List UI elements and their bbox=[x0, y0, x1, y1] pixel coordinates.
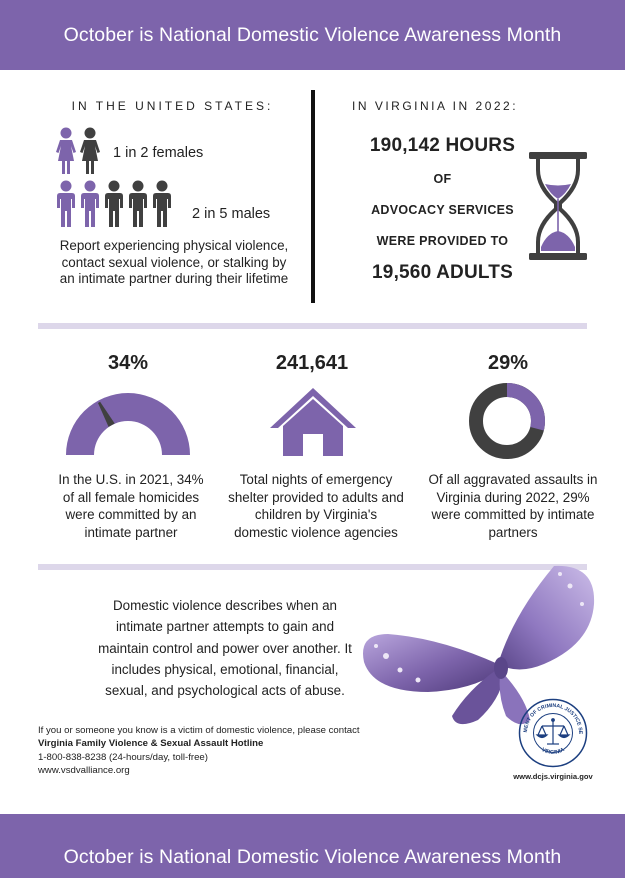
section-divider bbox=[38, 323, 587, 329]
adults-stat: 19,560 ADULTS bbox=[372, 262, 513, 283]
contact-block: If you or someone you know is a victim o… bbox=[38, 724, 458, 778]
logo-bottom-text: VIRGINIA bbox=[540, 747, 565, 756]
logo-top-text: DEPARTMENT OF CRIMINAL JUSTICE SERVICES bbox=[518, 698, 583, 735]
dcjs-logo: DEPARTMENT OF CRIMINAL JUSTICE SERVICES … bbox=[518, 698, 588, 768]
us-heading: IN THE UNITED STATES: bbox=[71, 99, 274, 113]
section-divider bbox=[38, 564, 587, 570]
vertical-divider bbox=[311, 90, 315, 303]
alliance-website-link[interactable]: www.vsdvalliance.org bbox=[38, 765, 130, 777]
stat-caption-shelter-nights: Total nights of emergency shelter provid… bbox=[228, 472, 404, 540]
banner-title: October is National Domestic Violence Aw… bbox=[63, 845, 562, 868]
hotline-name: Virginia Family Violence & Sexual Assaul… bbox=[38, 738, 264, 750]
male-person-icon bbox=[57, 180, 75, 227]
of-text: OF bbox=[433, 172, 452, 186]
male-person-icon bbox=[129, 180, 147, 227]
virginia-heading: IN VIRGINIA IN 2022: bbox=[352, 99, 519, 113]
hourglass-icon bbox=[529, 152, 587, 260]
females-stat: 1 in 2 females bbox=[113, 145, 204, 161]
definition-text: Domestic violence describes when an inti… bbox=[98, 598, 352, 699]
banner-title: October is National Domestic Violence Aw… bbox=[63, 23, 562, 46]
dcjs-website-link[interactable]: www.dcjs.virginia.gov bbox=[513, 772, 593, 781]
female-person-icon bbox=[80, 127, 100, 174]
bottom-banner: October is National Domestic Violence Aw… bbox=[0, 814, 625, 878]
stat-value-assaults: 29% bbox=[487, 352, 529, 374]
provided-text: WERE PROVIDED TO bbox=[376, 234, 509, 248]
male-person-icon bbox=[81, 180, 99, 227]
stat-value-homicides: 34% bbox=[107, 352, 149, 374]
stat-caption-assaults: Of all aggravated assaults in Virginia d… bbox=[428, 472, 598, 540]
donut-chart-icon bbox=[469, 383, 545, 459]
contact-intro: If you or someone you know is a victim o… bbox=[38, 725, 360, 736]
males-stat: 2 in 5 males bbox=[192, 206, 271, 222]
hotline-phone[interactable]: 1-800-838-8238 (24-hours/day, toll-free) bbox=[38, 751, 208, 763]
scales-of-justice-icon bbox=[535, 718, 571, 745]
advocacy-text: ADVOCACY SERVICES bbox=[371, 203, 514, 217]
us-caption: Report experiencing physical violence, c… bbox=[59, 238, 289, 286]
house-icon bbox=[270, 388, 356, 456]
male-person-icon bbox=[105, 180, 123, 227]
gauge-icon bbox=[66, 393, 190, 455]
butterfly-icon bbox=[363, 565, 595, 725]
top-banner: October is National Domestic Violence Aw… bbox=[0, 0, 625, 70]
female-person-icon bbox=[56, 127, 76, 174]
female-icons-row bbox=[55, 127, 103, 175]
male-person-icon bbox=[153, 180, 171, 227]
stat-caption-homicides: In the U.S. in 2021, 34% of all female h… bbox=[58, 472, 204, 540]
male-icons-row bbox=[55, 180, 175, 228]
stat-value-shelter-nights: 241,641 bbox=[275, 352, 349, 374]
hours-stat: 190,142 HOURS bbox=[369, 135, 516, 156]
